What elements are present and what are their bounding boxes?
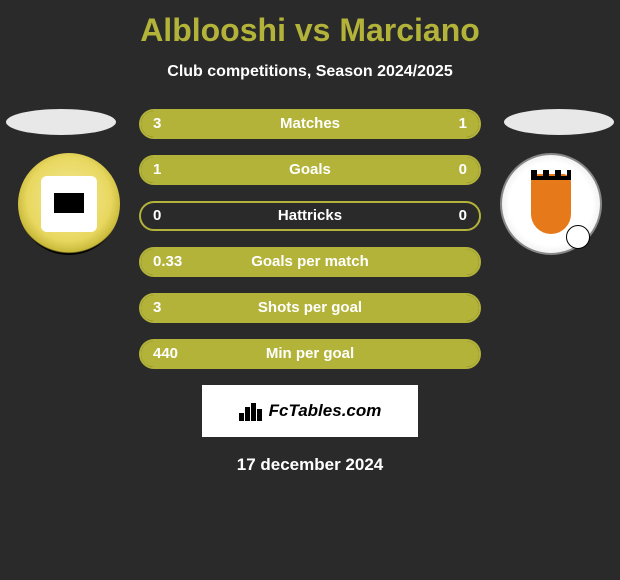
stat-row: 440Min per goal (139, 339, 481, 369)
stat-row: 3Matches1 (139, 109, 481, 139)
footer-brand-text: FcTables.com (269, 401, 382, 421)
stat-label: Goals (141, 157, 479, 183)
stat-label: Min per goal (141, 341, 479, 367)
player-left-silhouette (6, 109, 116, 135)
stat-row: 3Shots per goal (139, 293, 481, 323)
club-badge-right (500, 153, 602, 255)
bars-icon (239, 401, 263, 421)
stat-label: Matches (141, 111, 479, 137)
stat-label: Goals per match (141, 249, 479, 275)
page-title: Alblooshi vs Marciano (0, 0, 620, 49)
stat-label: Hattricks (141, 203, 479, 229)
stat-row: 0Hattricks0 (139, 201, 481, 231)
stat-value-right: 1 (459, 111, 467, 137)
footer-brand: FcTables.com (202, 385, 418, 437)
comparison-panel: 3Matches11Goals00Hattricks00.33Goals per… (0, 109, 620, 369)
player-right-silhouette (504, 109, 614, 135)
stat-row: 1Goals0 (139, 155, 481, 185)
club-badge-left (18, 153, 120, 255)
stat-value-right: 0 (459, 203, 467, 229)
stat-label: Shots per goal (141, 295, 479, 321)
stats-bars: 3Matches11Goals00Hattricks00.33Goals per… (139, 109, 481, 369)
club-badge-left-inner (41, 176, 97, 232)
stat-row: 0.33Goals per match (139, 247, 481, 277)
stat-value-right: 0 (459, 157, 467, 183)
date-text: 17 december 2024 (0, 455, 620, 475)
subtitle: Club competitions, Season 2024/2025 (0, 63, 620, 81)
